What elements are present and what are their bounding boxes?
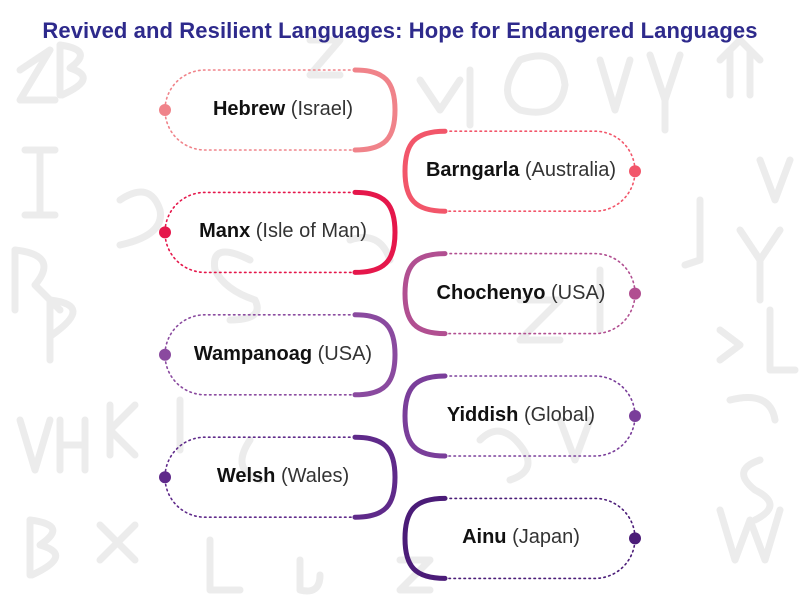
language-label-chochenyo: Chochenyo (USA) xyxy=(410,282,632,305)
language-label-barngarla: Barngarla (Australia) xyxy=(410,159,632,182)
language-region: (Wales) xyxy=(280,465,350,488)
row-outline-chochenyo xyxy=(444,252,636,335)
language-name: Wampanoag xyxy=(193,342,313,365)
language-label-yiddish: Yiddish (Global) xyxy=(410,404,632,427)
spine-segment-ainu xyxy=(402,495,448,581)
language-region: (Global) xyxy=(523,404,596,426)
spine-layer xyxy=(352,67,448,581)
language-label-welsh: Welsh (Wales) xyxy=(176,465,390,488)
marker-dot-barngarla xyxy=(629,165,641,178)
language-region: (Israel) xyxy=(290,98,354,120)
language-region: (Australia) xyxy=(524,159,617,182)
language-region: (Isle of Man) xyxy=(255,220,367,243)
marker-dot-yiddish xyxy=(629,410,641,422)
marker-dot-hebrew xyxy=(159,104,171,116)
language-name: Manx xyxy=(199,220,251,243)
marker-dot-ainu xyxy=(629,532,641,545)
spine-segment-manx xyxy=(352,189,398,275)
marker-dot-welsh xyxy=(159,471,171,484)
row-outline-welsh xyxy=(164,436,356,518)
language-label-wampanoag: Wampanoag (USA) xyxy=(176,343,390,366)
row-outline-barngarla xyxy=(444,130,636,212)
language-region: (USA) xyxy=(317,342,373,365)
language-name: Welsh xyxy=(216,465,276,488)
spine-segment-hebrew xyxy=(352,67,398,153)
spine-segment-barngarla xyxy=(402,128,448,214)
spine-segment-yiddish xyxy=(402,373,448,459)
language-label-ainu: Ainu (Japan) xyxy=(410,526,632,549)
marker-dot-wampanoag xyxy=(159,348,171,361)
marker-dot-manx xyxy=(159,226,171,239)
language-region: (USA) xyxy=(551,281,606,304)
row-outline-manx xyxy=(164,191,356,274)
language-name: Chochenyo xyxy=(436,281,546,304)
row-outline-ainu xyxy=(444,497,636,580)
row-outline-hebrew xyxy=(164,69,356,151)
marker-dot-chochenyo xyxy=(629,287,641,300)
connectors-layer xyxy=(164,69,636,580)
page-title: Revived and Resilient Languages: Hope fo… xyxy=(42,18,758,43)
language-region: (Japan) xyxy=(512,526,580,549)
language-name: Yiddish xyxy=(446,404,519,426)
spine-segment-chochenyo xyxy=(402,251,448,337)
language-name: Hebrew xyxy=(212,98,286,120)
language-name: Ainu xyxy=(462,526,507,549)
row-outline-wampanoag xyxy=(164,314,356,396)
spine-segment-welsh xyxy=(352,434,398,520)
language-label-manx: Manx (Isle of Man) xyxy=(176,220,390,243)
markers-layer xyxy=(159,104,641,545)
spine-segment-wampanoag xyxy=(352,312,398,398)
row-outline-yiddish xyxy=(444,375,636,457)
language-name: Barngarla xyxy=(425,159,520,182)
language-label-hebrew: Hebrew (Israel) xyxy=(176,98,390,121)
